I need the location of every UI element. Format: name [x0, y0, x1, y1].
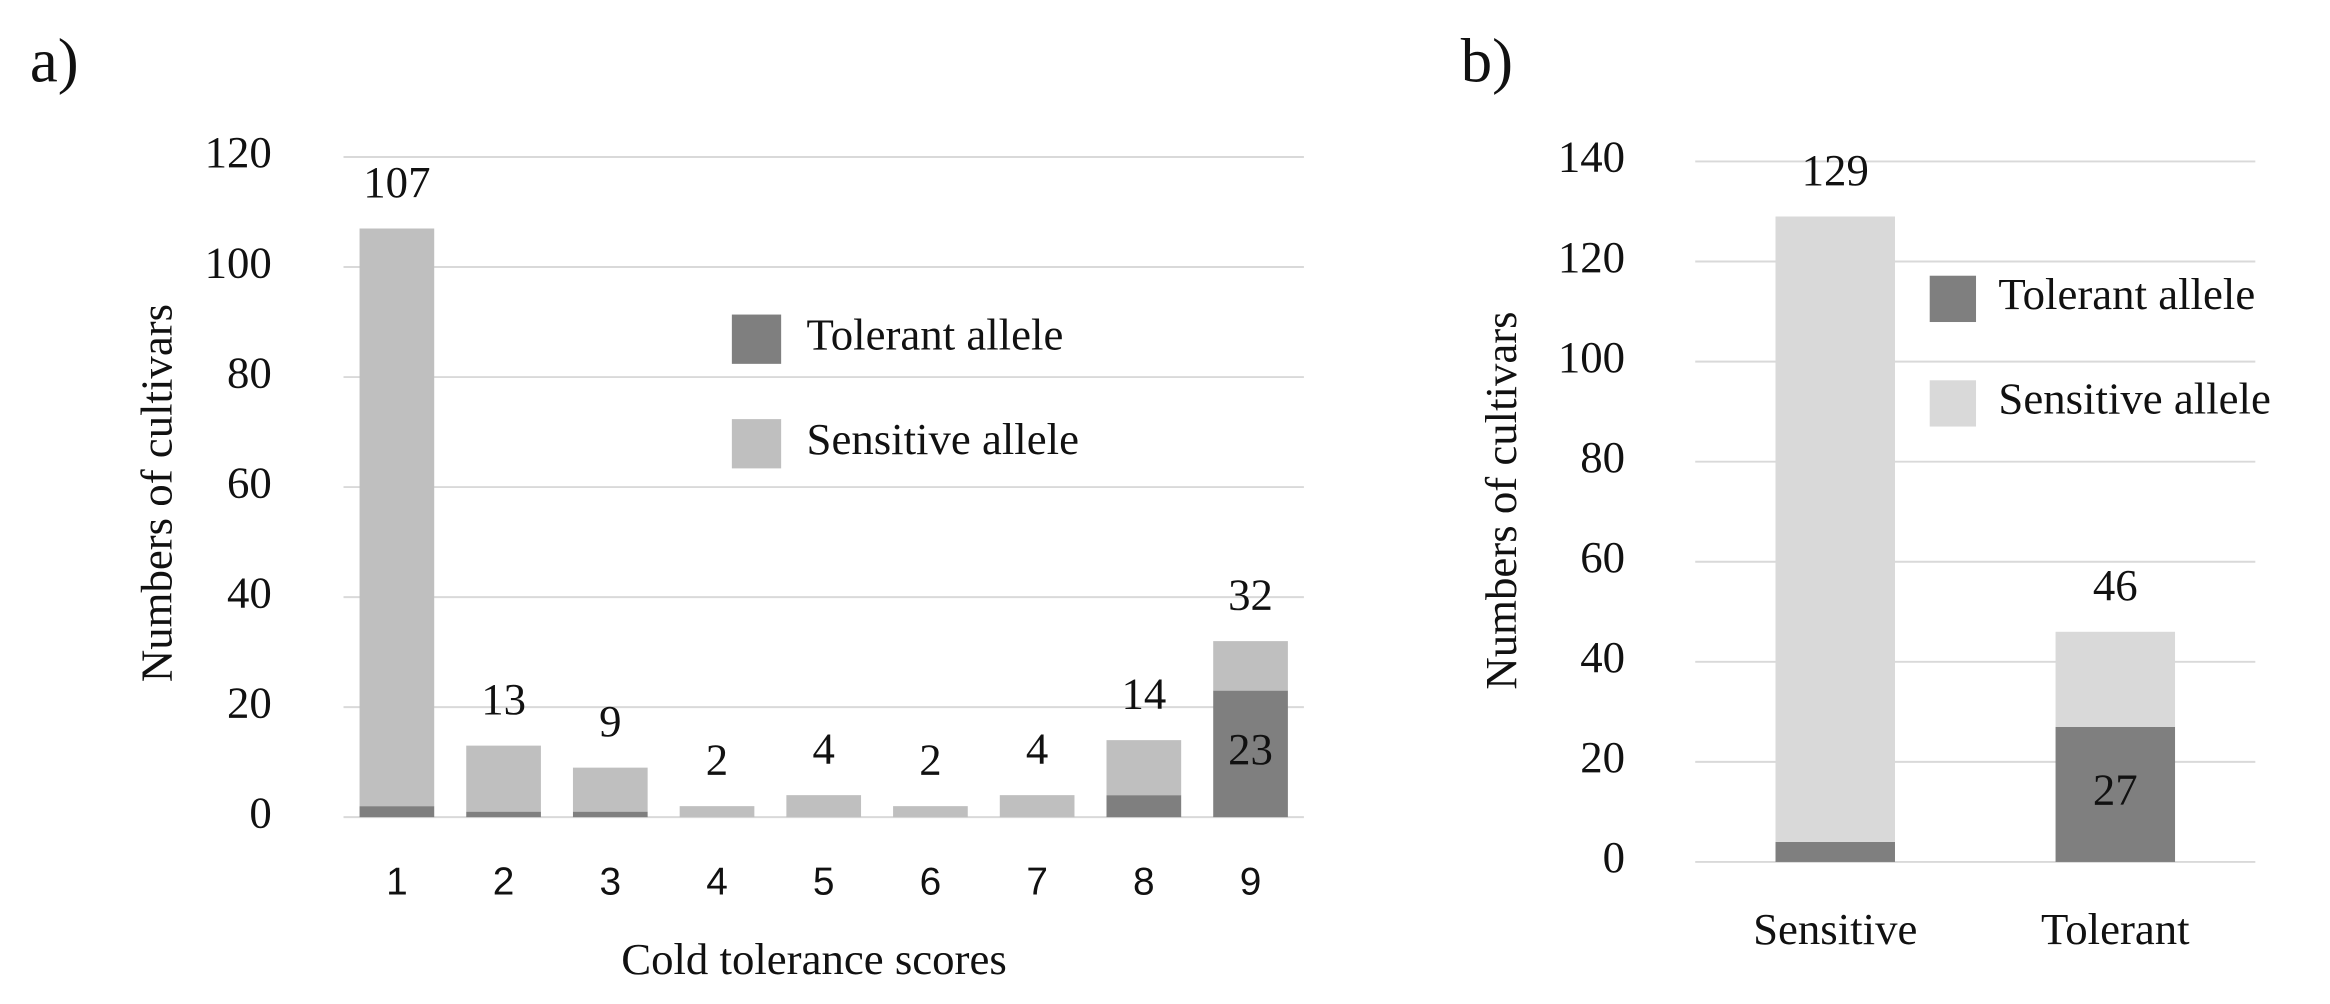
bar-segment — [999, 795, 1075, 818]
segment-label: 27 — [2093, 765, 2138, 815]
y-tick-label: 80 — [227, 347, 272, 397]
total-label: 4 — [1026, 724, 1048, 774]
y-tick-label: 40 — [1580, 632, 1625, 682]
panel-label: a) — [30, 26, 79, 96]
total-label: 107 — [363, 157, 430, 207]
bar-segment — [786, 795, 862, 818]
y-axis-title: Numbers of cultivars — [132, 304, 182, 682]
total-label: 2 — [919, 735, 941, 785]
bar-segment — [572, 767, 648, 812]
y-tick-label: 0 — [1603, 832, 1625, 882]
bar-segment — [679, 806, 755, 818]
bar-segment — [359, 228, 435, 807]
bar-segment — [893, 806, 968, 818]
x-tick-label: Sensitive — [1753, 904, 1917, 954]
legend-label: Tolerant allele — [1998, 269, 2255, 319]
y-tick-label: 20 — [227, 677, 272, 727]
y-tick-label: 100 — [205, 237, 272, 287]
x-axis-title: Cold tolerance scores — [621, 934, 1007, 984]
bar-segment — [359, 806, 435, 818]
total-label: 14 — [1121, 669, 1166, 719]
legend-label: Tolerant allele — [807, 309, 1064, 359]
bar-segment — [2055, 726, 2176, 862]
bar-segment — [1775, 841, 1895, 862]
bar-segment — [572, 811, 648, 818]
bar-segment — [1213, 690, 1288, 818]
y-axis-title: Numbers of cultivars — [1476, 311, 1526, 689]
bar-segment — [1106, 795, 1182, 818]
x-tick-label: Tolerant — [2041, 904, 2190, 954]
total-label: 46 — [2093, 560, 2138, 610]
total-label: 32 — [1228, 570, 1273, 620]
bar-segment — [466, 745, 541, 812]
bar-segment — [466, 811, 541, 818]
x-tick-label: 5 — [813, 861, 835, 904]
legend-label: Sensitive allele — [1998, 374, 2270, 424]
total-label: 2 — [706, 735, 728, 785]
y-tick-label: 100 — [1558, 332, 1625, 382]
legend-swatch — [731, 419, 782, 469]
y-tick-label: 60 — [1580, 532, 1625, 582]
bar-segment — [1213, 641, 1288, 691]
x-tick-label: 9 — [1240, 861, 1262, 904]
bar-segment — [1775, 216, 1895, 842]
total-label: 9 — [599, 696, 621, 746]
y-tick-label: 80 — [1580, 432, 1625, 482]
legend-swatch — [1929, 380, 1977, 427]
x-tick-label: 2 — [493, 861, 515, 904]
y-tick-label: 20 — [1580, 732, 1625, 782]
x-tick-label: 7 — [1026, 861, 1048, 904]
bar-segment — [1106, 740, 1182, 796]
segment-label: 23 — [1228, 724, 1273, 774]
y-tick-label: 120 — [1558, 232, 1625, 282]
total-label: 129 — [1802, 145, 1869, 195]
panel-label: b) — [1461, 26, 1513, 96]
y-tick-label: 0 — [249, 787, 271, 837]
y-tick-label: 120 — [205, 127, 272, 177]
legend-swatch — [731, 314, 782, 364]
y-tick-label: 40 — [227, 567, 272, 617]
y-tick-label: 60 — [227, 457, 272, 507]
x-tick-label: 1 — [386, 861, 408, 904]
bar-segment — [2055, 631, 2176, 727]
x-tick-label: 4 — [706, 861, 728, 904]
x-tick-label: 3 — [599, 861, 621, 904]
total-label: 4 — [813, 724, 835, 774]
legend-label: Sensitive allele — [807, 414, 1079, 464]
x-tick-label: 8 — [1133, 861, 1155, 904]
y-tick-label: 140 — [1558, 132, 1625, 182]
x-tick-label: 6 — [920, 861, 942, 904]
legend-swatch — [1929, 275, 1977, 323]
total-label: 13 — [481, 674, 526, 724]
